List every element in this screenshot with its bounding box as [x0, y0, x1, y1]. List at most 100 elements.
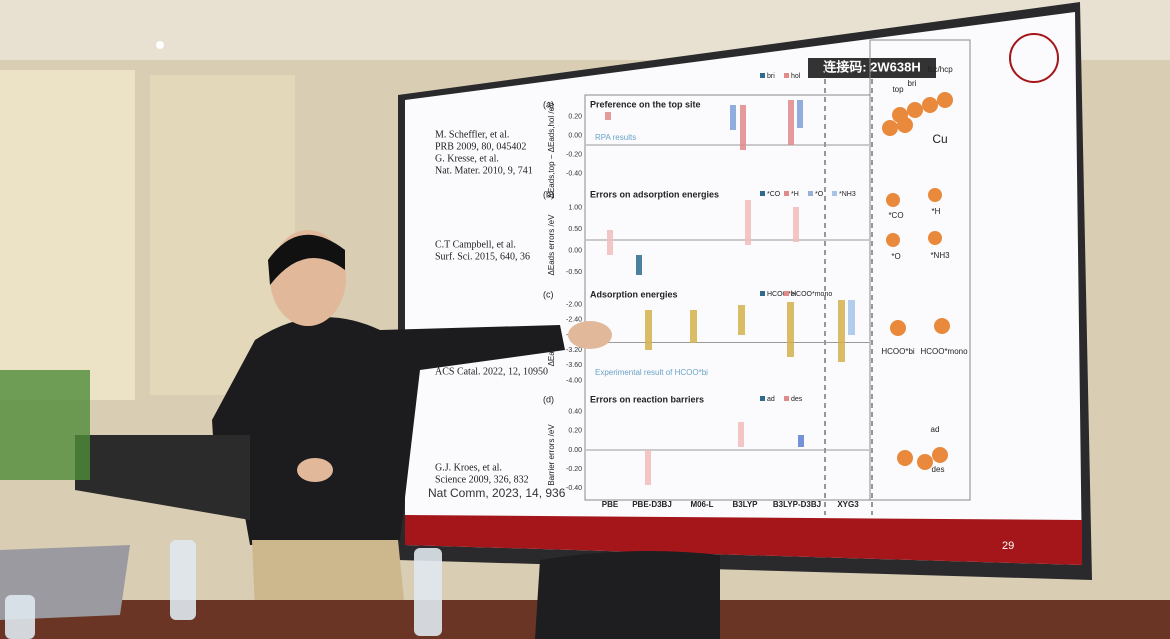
- atom: [886, 233, 900, 247]
- y-axis-label: ΔEads,top − ΔEads,hol /eV: [547, 101, 556, 198]
- atom: [907, 102, 923, 118]
- structure-label: Cu: [932, 132, 947, 146]
- bar: [788, 100, 794, 145]
- bar: [738, 305, 745, 335]
- panel-letter: (a): [543, 99, 554, 109]
- panel-letter: (c): [543, 289, 554, 299]
- bar: [690, 310, 697, 343]
- legend-label: *CO: [767, 191, 781, 198]
- reference: M. Scheffler, et al.: [435, 129, 509, 140]
- panel-letter: (d): [543, 394, 554, 404]
- legend-swatch: [760, 191, 765, 196]
- structure-label: top: [892, 85, 904, 94]
- legend-label: HCOO*mono: [791, 291, 832, 298]
- tick-label: -0.20: [566, 466, 582, 473]
- y-axis-label: Barrier errors /eV: [547, 424, 556, 486]
- method-label: B3LYP: [732, 500, 758, 509]
- chair: [535, 551, 720, 639]
- page-number: 29: [1002, 540, 1014, 552]
- ceiling-light: [156, 41, 164, 49]
- legend-label: *NH3: [839, 191, 856, 198]
- tick-label: 0.50: [568, 226, 582, 233]
- legend-swatch: [784, 73, 789, 78]
- reference: G. Kresse, et al.: [435, 153, 499, 164]
- connection-code: 连接码: 2W638H: [823, 59, 921, 74]
- tick-label: 0.20: [568, 113, 582, 120]
- tick-label: -0.40: [566, 485, 582, 492]
- legend-swatch: [760, 396, 765, 401]
- bar: [848, 300, 855, 335]
- bar: [730, 105, 736, 130]
- tick-label: 0.00: [568, 447, 582, 454]
- atom: [897, 117, 913, 133]
- atom: [886, 193, 900, 207]
- legend-label: HCOO*bi: [767, 291, 797, 298]
- tick-label: 0.00: [568, 132, 582, 139]
- atom: [934, 318, 950, 334]
- bar: [797, 100, 803, 128]
- structure-label: *O: [891, 252, 900, 261]
- atom: [928, 188, 942, 202]
- atom: [890, 320, 906, 336]
- bar: [605, 112, 611, 120]
- code-box: [808, 58, 936, 78]
- tick-label: -3.20: [566, 347, 582, 354]
- reference: Surf. Sci. 2015, 640, 36: [435, 251, 530, 262]
- legend-label: bri: [767, 73, 775, 80]
- podium: [75, 435, 250, 520]
- tick-label: -2.40: [566, 317, 582, 324]
- structure-label: HCOO*mono: [920, 347, 968, 356]
- person-hand: [568, 321, 612, 349]
- structure-label: ad: [931, 425, 940, 434]
- tick-label: 0.20: [568, 428, 582, 435]
- bar: [636, 255, 642, 275]
- bottle: [5, 595, 35, 639]
- method-label: XYG3: [837, 500, 859, 509]
- legend-label: des: [791, 396, 803, 403]
- bar: [798, 435, 804, 447]
- panel-note: Experimental result of HCOO*bi: [595, 368, 708, 377]
- structure-frame: [869, 39, 971, 501]
- structure-label: fcc/hcp: [927, 65, 953, 74]
- legend-swatch: [760, 291, 765, 296]
- legend-label: *O: [815, 191, 824, 198]
- plant: [0, 370, 90, 480]
- method-label: B3LYP-D3BJ: [773, 500, 821, 509]
- atom: [928, 231, 942, 245]
- structures: [882, 92, 953, 470]
- legend-label: hol: [791, 73, 801, 80]
- slide-footer-bar: [405, 515, 1082, 565]
- bar: [740, 105, 746, 150]
- tick-label: -2.00: [566, 301, 582, 308]
- tick-label: -0.20: [566, 151, 582, 158]
- panel-title: Errors on reaction barriers: [590, 394, 704, 404]
- legend-swatch: [784, 291, 789, 296]
- tick-label: 0.00: [568, 248, 582, 255]
- reference: G.J. Kroes, et al.: [435, 462, 502, 473]
- legend-swatch: [832, 191, 837, 196]
- method-label: PBE-D3BJ: [632, 500, 672, 509]
- tick-label: -3.60: [566, 362, 582, 369]
- atom: [922, 97, 938, 113]
- atom: [897, 450, 913, 466]
- method-label: PBE: [602, 500, 619, 509]
- tick-label: 0.40: [568, 408, 582, 415]
- person-sweater: [212, 317, 565, 545]
- legend-swatch: [760, 73, 765, 78]
- legend-swatch: [784, 191, 789, 196]
- person-pants: [252, 540, 405, 610]
- tick-label: -4.00: [566, 377, 582, 384]
- tick-label: -0.50: [566, 269, 582, 276]
- structure-label: *NH3: [930, 251, 950, 260]
- atom: [882, 120, 898, 136]
- slide: [405, 12, 1082, 565]
- reference: ACS Catal. 2022, 12, 10950: [435, 366, 548, 377]
- legend-swatch: [808, 191, 813, 196]
- legend-label: ad: [767, 396, 775, 403]
- reference: C.T Campbell, et al.: [435, 239, 516, 250]
- structure-label: HCOO*bi: [881, 347, 915, 356]
- panel-letter: (b): [543, 189, 554, 199]
- structure-label: *CO: [888, 211, 903, 220]
- reference: PRB 2009, 80, 045402: [435, 141, 526, 152]
- person-hand: [297, 458, 333, 482]
